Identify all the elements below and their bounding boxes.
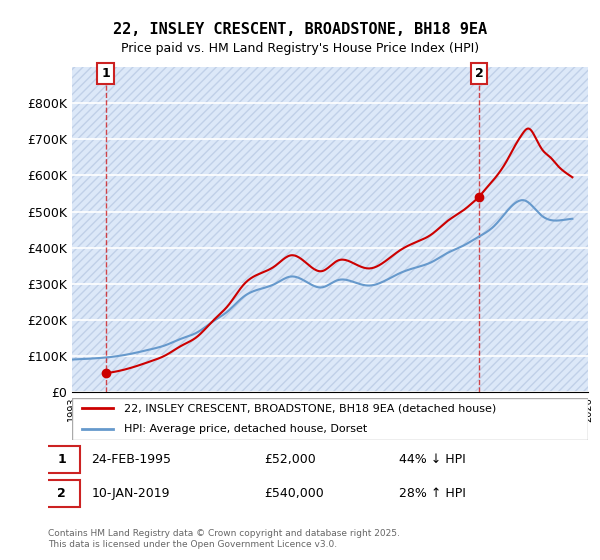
- Text: 1: 1: [101, 67, 110, 80]
- Text: HPI: Average price, detached house, Dorset: HPI: Average price, detached house, Dors…: [124, 424, 367, 434]
- Text: 10-JAN-2019: 10-JAN-2019: [91, 487, 170, 500]
- Text: Contains HM Land Registry data © Crown copyright and database right 2025.
This d: Contains HM Land Registry data © Crown c…: [48, 529, 400, 549]
- Text: £52,000: £52,000: [264, 454, 316, 466]
- Text: Price paid vs. HM Land Registry's House Price Index (HPI): Price paid vs. HM Land Registry's House …: [121, 42, 479, 55]
- Text: 44% ↓ HPI: 44% ↓ HPI: [399, 454, 466, 466]
- Text: 22, INSLEY CRESCENT, BROADSTONE, BH18 9EA: 22, INSLEY CRESCENT, BROADSTONE, BH18 9E…: [113, 22, 487, 38]
- Text: 28% ↑ HPI: 28% ↑ HPI: [399, 487, 466, 500]
- Text: 22, INSLEY CRESCENT, BROADSTONE, BH18 9EA (detached house): 22, INSLEY CRESCENT, BROADSTONE, BH18 9E…: [124, 403, 496, 413]
- FancyBboxPatch shape: [43, 446, 80, 473]
- FancyBboxPatch shape: [72, 398, 588, 440]
- Text: 2: 2: [475, 67, 484, 80]
- Text: 1: 1: [57, 454, 66, 466]
- Text: 2: 2: [57, 487, 66, 500]
- Text: 24-FEB-1995: 24-FEB-1995: [91, 454, 171, 466]
- FancyBboxPatch shape: [43, 480, 80, 507]
- Text: £540,000: £540,000: [264, 487, 324, 500]
